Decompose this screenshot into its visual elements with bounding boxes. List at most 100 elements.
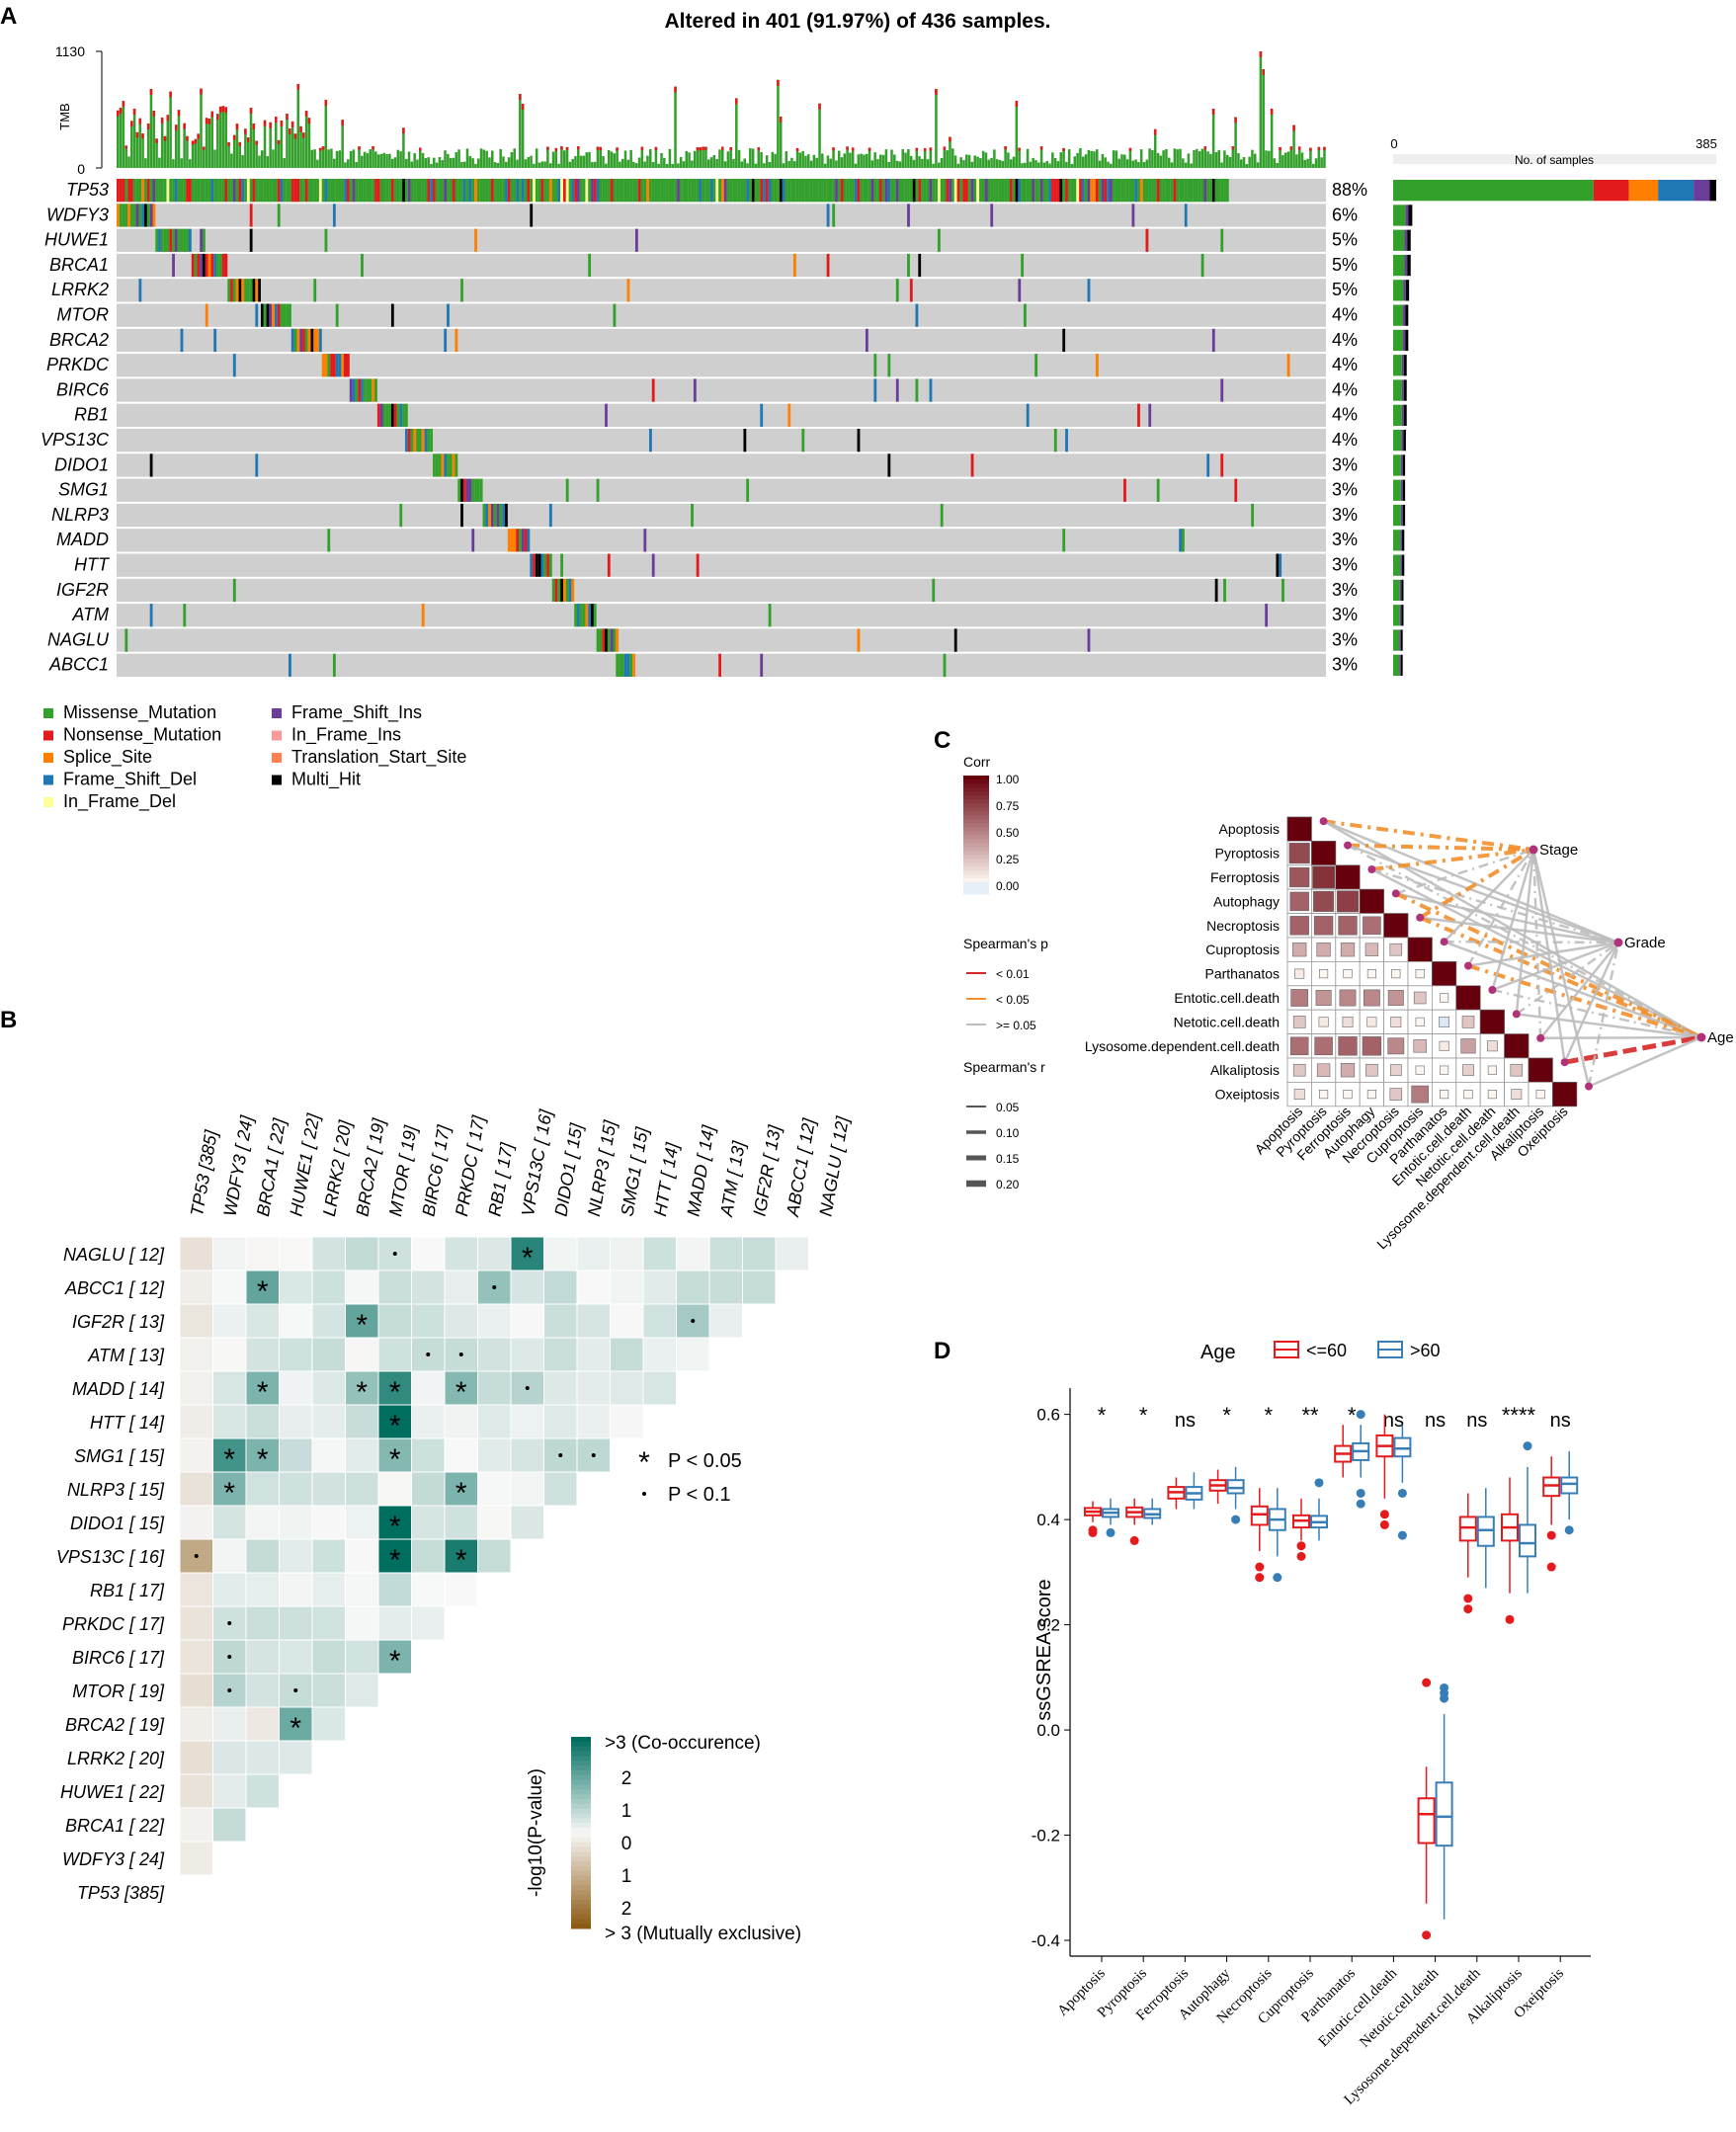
tmb-bar: [854, 163, 858, 168]
corr-square: [1440, 1090, 1449, 1100]
oncoplot-cell: [851, 179, 855, 203]
corr-square: [1486, 1040, 1498, 1052]
oncoplot-cell: [620, 653, 624, 677]
tmb-bar: [657, 163, 660, 168]
oncoplot-cell: [499, 503, 503, 528]
oncoplot-cell: [203, 179, 206, 203]
corr-square: [1389, 1088, 1403, 1101]
legend-label: <=60: [1306, 1341, 1347, 1360]
oncoplot-cell: [870, 179, 874, 203]
tmb-bar: [191, 140, 195, 168]
corr-square: [1335, 864, 1361, 890]
oncoplot-cell: [729, 179, 733, 203]
oncoplot-cell: [127, 179, 131, 203]
oncoplot-cell: [465, 478, 469, 502]
tmb-bar: [726, 151, 730, 168]
oncoplot-cell: [146, 179, 150, 203]
oncoplot-cell: [227, 279, 231, 302]
oncoplot-cell: [493, 503, 497, 528]
tmb-bar: [637, 157, 641, 168]
oncoplot-cell: [751, 179, 755, 203]
oncoplot-cell: [1279, 553, 1282, 577]
side-bar-segment: [1393, 205, 1406, 226]
tmb-bar-top: [235, 123, 239, 130]
oncoplot-cell: [1162, 179, 1166, 203]
tmb-bar: [505, 161, 508, 168]
oncoplot-cell: [283, 303, 287, 327]
tmb-bar: [194, 138, 198, 168]
oncoplot-cell: [524, 179, 528, 203]
tmb-bar: [327, 149, 330, 168]
oncoplot-cell: [474, 179, 477, 203]
tmb-bar: [1273, 158, 1277, 168]
tmb-bar-top: [290, 121, 294, 127]
oncoplot-cell: [249, 179, 253, 203]
tmb-bar: [568, 161, 572, 168]
colorbar-step: [571, 1756, 591, 1762]
oncoplot-cell: [807, 179, 810, 203]
corr-square: [1387, 1037, 1405, 1055]
side-bar-segment: [1694, 180, 1710, 202]
tmb-bar: [1051, 152, 1054, 168]
oncoplot-cell: [166, 179, 170, 203]
side-bar-segment: [1403, 280, 1406, 301]
oncoplot-cell: [310, 179, 314, 203]
oncoplot-row-bg: [117, 578, 1326, 603]
corr-square: [1288, 843, 1310, 864]
oncoplot-cell: [416, 429, 419, 452]
side-bar-segment: [1401, 355, 1404, 376]
side-bar-segment: [1403, 430, 1406, 451]
tmb-bar: [1223, 150, 1226, 168]
oncoplot-cell: [460, 179, 463, 203]
interaction-cell: [179, 1404, 213, 1439]
oncoplot-cell: [990, 179, 994, 203]
oncoplot-cell: [616, 179, 620, 203]
corr-square: [1391, 969, 1401, 979]
oncoplot-cell: [1024, 179, 1027, 203]
side-bar-segment: [1709, 180, 1716, 202]
interaction-cell: [510, 1303, 544, 1339]
oncoplot-cell: [585, 179, 589, 203]
tmb-bar-top: [341, 120, 344, 126]
oncoplot-cell: [1156, 478, 1160, 502]
oncoplot-cell: [421, 604, 425, 627]
interaction-cell: [245, 1303, 280, 1339]
interaction-cell: [477, 1404, 512, 1439]
tmb-bar: [893, 154, 896, 168]
interaction-cell: [279, 1437, 313, 1473]
star-legend-label: P < 0.05: [668, 1450, 742, 1472]
corr-colorbar-tick: 0.25: [996, 853, 1020, 866]
oncoplot-cell: [1131, 179, 1135, 203]
oncoplot-cell: [249, 204, 253, 227]
oncoplot-cell: [629, 653, 633, 677]
tmb-bar: [895, 160, 899, 168]
oncoplot-cell: [124, 179, 128, 203]
tmb-bar: [757, 147, 761, 168]
tmb-bar-top: [721, 146, 724, 150]
oncoplot-cell: [452, 453, 455, 477]
side-bar-segment: [1393, 554, 1401, 576]
tmb-bar-top: [149, 89, 153, 95]
gene-label: NAGLU: [47, 629, 110, 649]
interaction-cell: [279, 1270, 313, 1305]
oncoplot-cell: [393, 403, 397, 427]
oncoplot-cell: [224, 179, 228, 203]
corr-colorbar-step: [963, 783, 989, 788]
oncoplot-cell: [1225, 179, 1229, 203]
corr-colorbar-step: [963, 815, 989, 820]
tmb-bar: [801, 150, 804, 168]
tmb-bar: [976, 156, 979, 168]
oncoplot-cell: [1059, 179, 1063, 203]
oncoplot-cell: [557, 179, 561, 203]
significance-label: *: [1139, 1403, 1148, 1428]
oncoplot-cell: [582, 604, 586, 627]
y-tick-label: 0.0: [1036, 1721, 1060, 1740]
interaction-cell: [179, 1236, 213, 1271]
tmb-bar: [146, 123, 150, 168]
tmb-bar-top: [419, 147, 422, 151]
oncoplot-cell: [130, 179, 133, 203]
oncoplot-cell: [1251, 503, 1255, 528]
tmb-bar: [127, 156, 130, 168]
tmb-bar: [679, 156, 683, 168]
oncoplot-cell: [560, 179, 563, 203]
